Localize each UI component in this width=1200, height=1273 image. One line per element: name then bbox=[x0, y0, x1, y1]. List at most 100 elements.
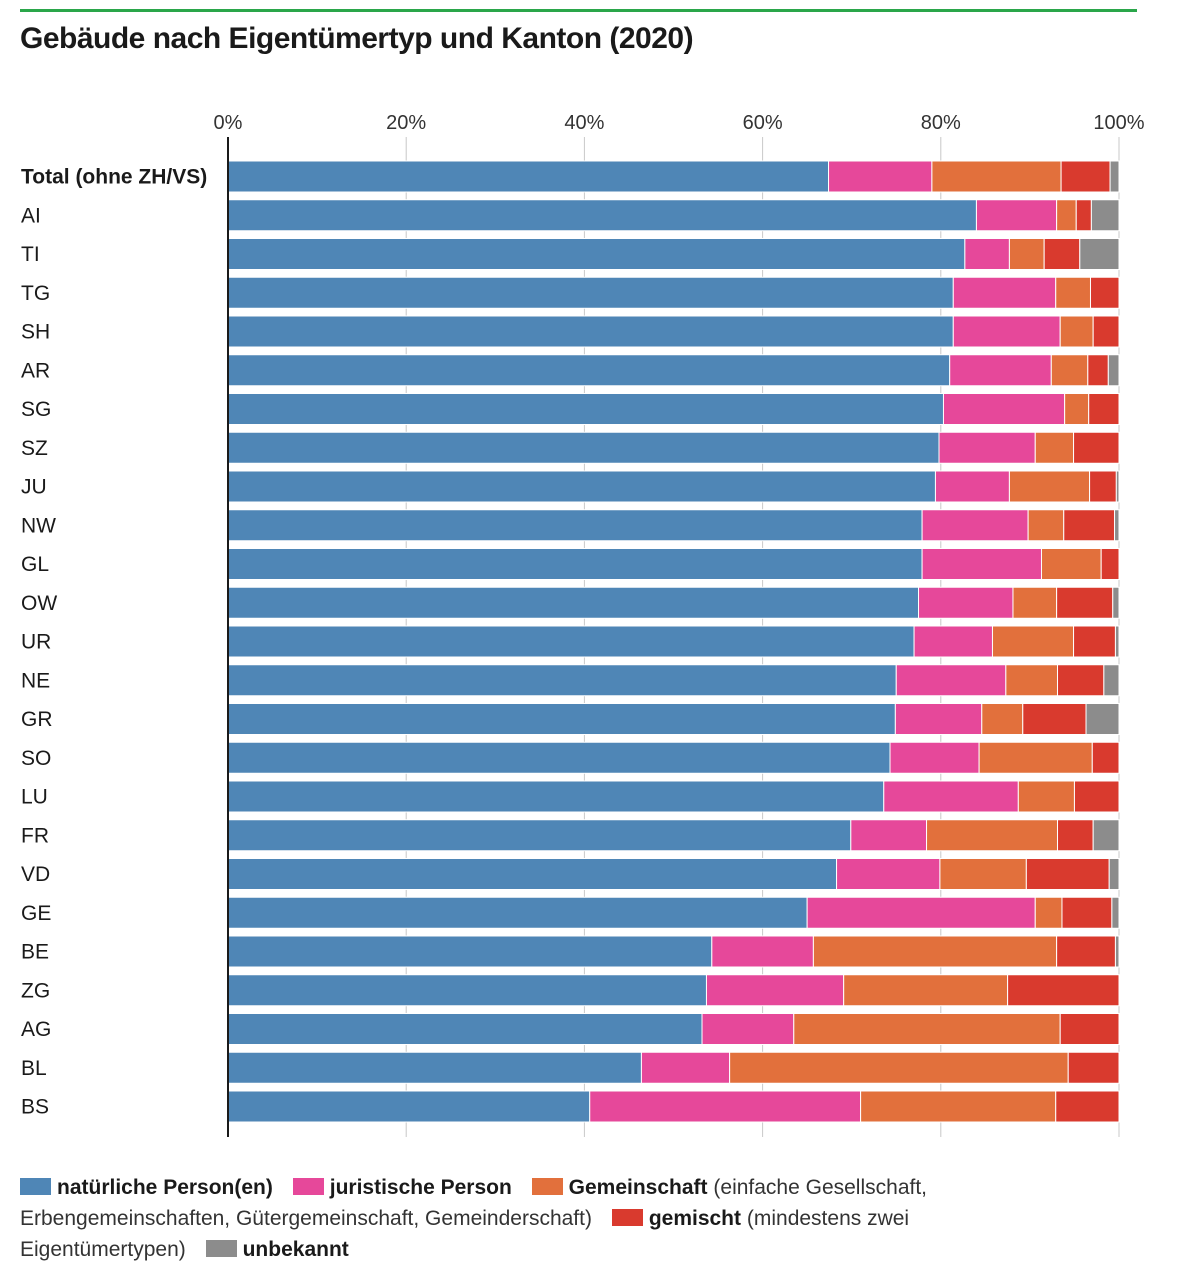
legend-item-gemeinschaft: Gemeinschaft (einfache Gesellschaft, bbox=[531, 1176, 927, 1199]
legend-label-natuerlich: natürliche Person(en) bbox=[57, 1176, 273, 1199]
category-label: LU bbox=[21, 786, 48, 809]
category-label: SZ bbox=[21, 437, 48, 460]
bar-segment bbox=[1064, 393, 1090, 425]
bar-segment bbox=[921, 509, 1029, 542]
bar-segment bbox=[1112, 586, 1120, 619]
bar-segment bbox=[1100, 548, 1120, 580]
x-tick-label: 100% bbox=[1093, 112, 1144, 134]
category-label: NE bbox=[21, 669, 50, 692]
bar-segment bbox=[934, 470, 1010, 503]
category-label: OW bbox=[21, 592, 57, 615]
bar-segment bbox=[1109, 160, 1120, 193]
chart-title: Gebäude nach Eigentümertyp und Kanton (2… bbox=[20, 22, 694, 55]
bar-segment bbox=[894, 703, 983, 735]
bar-segment bbox=[1073, 625, 1116, 658]
bar-segment bbox=[812, 935, 1058, 968]
bar-segment bbox=[227, 703, 896, 735]
bar-segment bbox=[931, 160, 1062, 193]
bar-segment bbox=[1025, 858, 1110, 890]
legend-label-juristisch: juristische Person bbox=[329, 1176, 512, 1199]
bar-segment bbox=[227, 858, 838, 890]
bar-segment bbox=[1087, 354, 1109, 387]
bar-segment bbox=[793, 1013, 1061, 1045]
bar-segment bbox=[981, 703, 1024, 735]
category-label: AR bbox=[21, 359, 50, 382]
bar-segment bbox=[913, 625, 993, 658]
bar-segment bbox=[1057, 664, 1105, 697]
bar-segment bbox=[711, 935, 814, 968]
bar-segment bbox=[227, 780, 885, 813]
category-label: Total (ohne ZH/VS) bbox=[21, 166, 207, 189]
category-label: NW bbox=[21, 514, 56, 537]
legend-swatch-gemischt bbox=[611, 1209, 643, 1226]
legend-label-gemeinschaft: Gemeinschaft bbox=[568, 1176, 708, 1199]
bar-segment bbox=[227, 238, 966, 270]
bar-segment bbox=[729, 1051, 1069, 1084]
category-label: BS bbox=[21, 1096, 49, 1119]
bar-segment bbox=[227, 548, 923, 580]
legend-label-gemischt: gemischt bbox=[648, 1207, 742, 1230]
bar-segment bbox=[227, 935, 713, 968]
bar-segment bbox=[1088, 393, 1120, 425]
category-label: JU bbox=[21, 476, 47, 499]
bar-segment bbox=[952, 315, 1061, 348]
category-label: UR bbox=[21, 631, 51, 654]
bar-segment bbox=[926, 819, 1059, 852]
bar-segment bbox=[1107, 354, 1120, 387]
bar-segment bbox=[1005, 664, 1059, 697]
bar-segment bbox=[1063, 509, 1116, 542]
bar-segment bbox=[227, 199, 977, 232]
bar-segment bbox=[883, 780, 1019, 813]
legend-note-gemischt-a: (mindestens zwei bbox=[746, 1207, 910, 1230]
legend-item-juristisch: juristische Person bbox=[292, 1176, 512, 1199]
bar-segment bbox=[1027, 509, 1065, 542]
legend-item-natuerlich: natürliche Person(en) bbox=[20, 1176, 273, 1199]
bar-segment bbox=[949, 354, 1052, 387]
bar-segment bbox=[1055, 1090, 1120, 1123]
category-label: FR bbox=[21, 824, 49, 847]
bar-segment bbox=[1055, 276, 1091, 309]
category-label: SG bbox=[21, 398, 51, 421]
bar-segment bbox=[895, 664, 1007, 697]
bar-segment bbox=[1017, 780, 1075, 813]
legend-note-gemischt-b: Eigentümertypen) bbox=[20, 1238, 186, 1261]
bar-segment bbox=[1114, 625, 1120, 658]
category-label: BE bbox=[21, 941, 49, 964]
bar-segment bbox=[1059, 315, 1094, 348]
legend-swatch-unbekannt bbox=[205, 1240, 237, 1257]
legend-item-unbekannt: unbekannt bbox=[205, 1238, 349, 1261]
bar-segment bbox=[978, 741, 1093, 774]
bar-segment bbox=[1012, 586, 1058, 619]
bar-segment bbox=[1040, 548, 1102, 580]
bar-segment bbox=[1034, 431, 1075, 464]
bar-segment bbox=[227, 276, 954, 309]
bar-segment bbox=[850, 819, 928, 852]
category-label: TG bbox=[21, 282, 50, 305]
bar-segment bbox=[1060, 160, 1111, 193]
category-label: GR bbox=[21, 708, 53, 731]
bar-segment bbox=[1022, 703, 1087, 735]
x-tick-label: 40% bbox=[564, 112, 604, 134]
bar-segment bbox=[1034, 896, 1063, 929]
bar-segment bbox=[1056, 935, 1116, 968]
bar-segment bbox=[1073, 780, 1120, 813]
bar-segment bbox=[806, 896, 1036, 929]
legend-note-gemeinschaft-b: Erbengemeinschaften, Gütergemeinschaft, … bbox=[20, 1207, 592, 1230]
bar-segment bbox=[227, 664, 897, 697]
category-label: GL bbox=[21, 553, 49, 576]
category-label: BL bbox=[21, 1057, 47, 1080]
bar-segment bbox=[1108, 858, 1120, 890]
bar-segment bbox=[705, 974, 845, 1007]
legend-item-gemischt: gemischt (mindestens zwei bbox=[611, 1207, 910, 1230]
bar-segment bbox=[1056, 199, 1077, 232]
bar-segment bbox=[227, 896, 808, 929]
category-label: ZG bbox=[21, 979, 50, 1002]
bar-segment bbox=[918, 586, 1014, 619]
bar-segment bbox=[227, 470, 936, 503]
bar-segment bbox=[1092, 315, 1120, 348]
bar-segment bbox=[1089, 276, 1120, 309]
x-tick-label: 60% bbox=[743, 112, 783, 134]
bar-segment bbox=[1114, 935, 1120, 968]
category-label: AI bbox=[21, 204, 41, 227]
top-accent-line bbox=[20, 9, 1137, 12]
